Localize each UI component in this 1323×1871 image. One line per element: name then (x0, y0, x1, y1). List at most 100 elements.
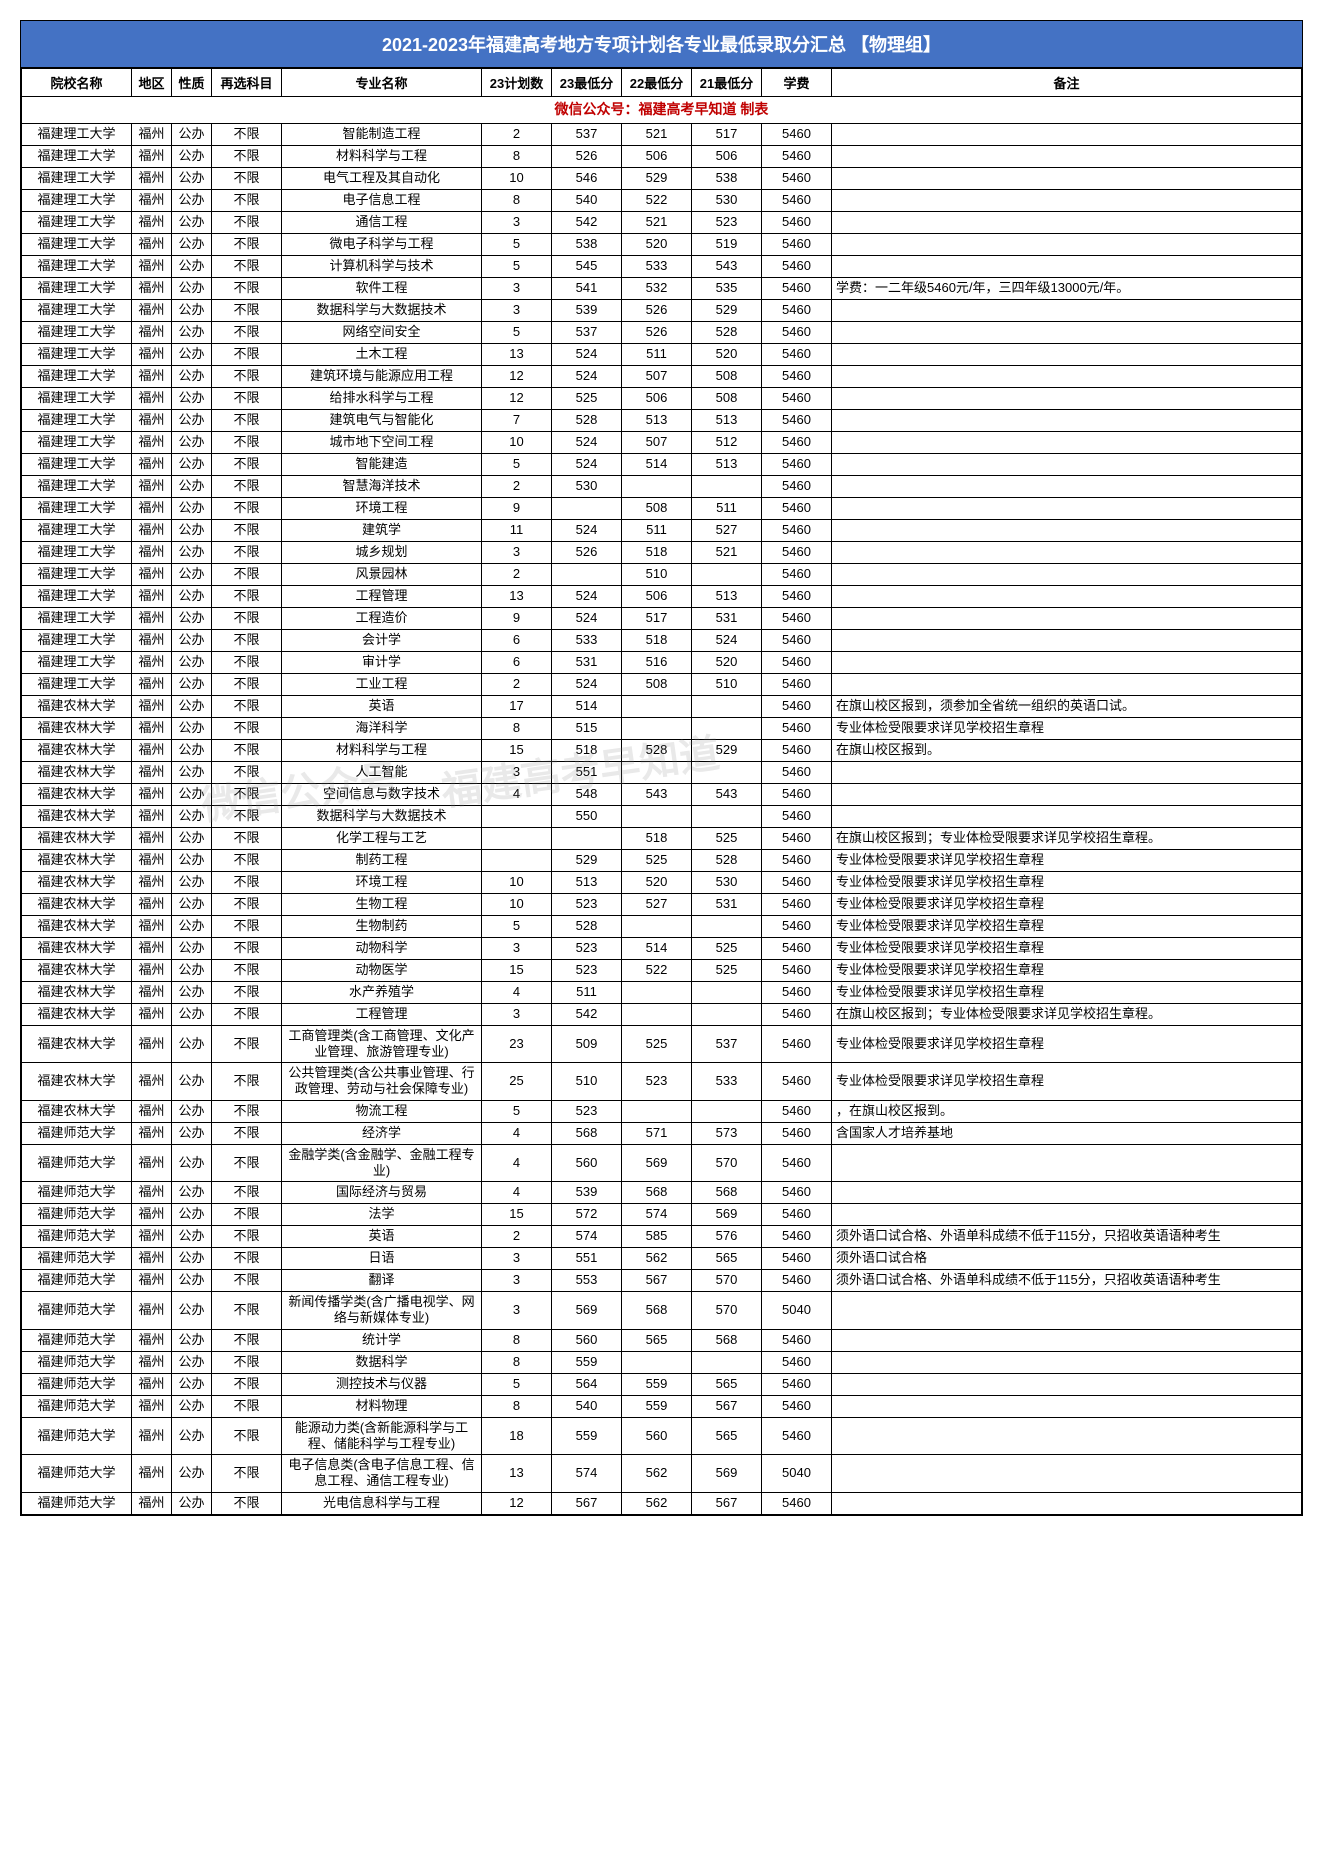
table-cell: 526 (622, 321, 692, 343)
table-cell: 9 (482, 607, 552, 629)
table-cell (832, 299, 1302, 321)
table-cell: 公办 (172, 827, 212, 849)
table-cell (552, 497, 622, 519)
table-cell: 福州 (132, 1455, 172, 1493)
table-cell: 公办 (172, 629, 212, 651)
table-cell: 不限 (212, 1351, 282, 1373)
table-cell: 520 (692, 343, 762, 365)
column-header: 专业名称 (282, 69, 482, 97)
table-cell: 福建理工大学 (22, 629, 132, 651)
table-cell: 福建理工大学 (22, 365, 132, 387)
table-cell: 5460 (762, 651, 832, 673)
table-row: 福建师范大学福州公办不限测控技术与仪器55645595655460 (22, 1373, 1302, 1395)
table-cell: 新闻传播学类(含广播电视学、网络与新媒体专业) (282, 1292, 482, 1330)
table-cell (832, 409, 1302, 431)
table-cell: 化学工程与工艺 (282, 827, 482, 849)
table-row: 福建理工大学福州公办不限计算机科学与技术55455335435460 (22, 255, 1302, 277)
table-cell: 福州 (132, 277, 172, 299)
table-cell: 535 (692, 277, 762, 299)
table-cell: 18 (482, 1417, 552, 1455)
table-cell: 568 (552, 1122, 622, 1144)
table-cell: 福州 (132, 1144, 172, 1182)
table-cell: 福州 (132, 1329, 172, 1351)
table-cell: 福州 (132, 431, 172, 453)
table-cell: 福州 (132, 1492, 172, 1514)
table-cell: 513 (692, 585, 762, 607)
table-cell (832, 475, 1302, 497)
table-cell: 不限 (212, 651, 282, 673)
table-row: 福建理工大学福州公办不限环境工程95085115460 (22, 497, 1302, 519)
table-cell: 公办 (172, 673, 212, 695)
table-cell: 通信工程 (282, 211, 482, 233)
table-cell: 不限 (212, 497, 282, 519)
table-cell: 福州 (132, 981, 172, 1003)
table-cell: 公办 (172, 1270, 212, 1292)
table-cell: 5460 (762, 1100, 832, 1122)
table-cell: 571 (622, 1122, 692, 1144)
table-cell (832, 431, 1302, 453)
table-cell: 福建理工大学 (22, 607, 132, 629)
table-cell: 不限 (212, 1025, 282, 1063)
table-cell: 公办 (172, 1292, 212, 1330)
table-cell (552, 563, 622, 585)
table-cell: 543 (692, 783, 762, 805)
table-cell: 福建农林大学 (22, 937, 132, 959)
table-cell: 585 (622, 1226, 692, 1248)
table-cell (832, 1329, 1302, 1351)
table-cell: 10 (482, 431, 552, 453)
table-cell: 514 (622, 453, 692, 475)
table-cell: 5460 (762, 629, 832, 651)
table-cell: 524 (552, 519, 622, 541)
table-cell: 565 (692, 1417, 762, 1455)
table-cell: 542 (552, 211, 622, 233)
table-cell (622, 717, 692, 739)
table-cell (832, 365, 1302, 387)
table-cell (832, 387, 1302, 409)
table-cell: 568 (692, 1329, 762, 1351)
table-cell: 523 (552, 893, 622, 915)
table-cell (692, 761, 762, 783)
table-cell: 5460 (762, 893, 832, 915)
table-cell: 529 (552, 849, 622, 871)
table-cell: 福州 (132, 607, 172, 629)
table-row: 福建农林大学福州公办不限环境工程105135205305460专业体检受限要求详… (22, 871, 1302, 893)
table-cell: 523 (692, 211, 762, 233)
table-cell: 525 (622, 1025, 692, 1063)
table-cell: 不限 (212, 607, 282, 629)
table-row: 福建师范大学福州公办不限日语35515625655460须外语口试合格 (22, 1248, 1302, 1270)
table-cell: 智能建造 (282, 453, 482, 475)
table-cell: 517 (622, 607, 692, 629)
table-cell: 5460 (762, 277, 832, 299)
table-cell: 福州 (132, 761, 172, 783)
table-cell: 公办 (172, 1204, 212, 1226)
table-cell: 数据科学与大数据技术 (282, 299, 482, 321)
table-cell: 5460 (762, 827, 832, 849)
table-cell: 公办 (172, 299, 212, 321)
table-cell: 翻译 (282, 1270, 482, 1292)
table-cell: 15 (482, 1204, 552, 1226)
table-cell: 福州 (132, 299, 172, 321)
table-cell: 不限 (212, 255, 282, 277)
table-cell: 福州 (132, 739, 172, 761)
table-cell: 福州 (132, 805, 172, 827)
table-cell: 524 (552, 673, 622, 695)
table-cell: 511 (692, 497, 762, 519)
table-cell: 509 (552, 1025, 622, 1063)
table-cell: 微电子科学与工程 (282, 233, 482, 255)
table-cell: 公办 (172, 959, 212, 981)
table-cell (832, 1204, 1302, 1226)
table-cell: 专业体检受限要求详见学校招生章程 (832, 871, 1302, 893)
table-row: 福建农林大学福州公办不限生物制药55285460专业体检受限要求详见学校招生章程 (22, 915, 1302, 937)
table-cell: 530 (692, 871, 762, 893)
table-cell: 560 (622, 1417, 692, 1455)
table-cell: 不限 (212, 299, 282, 321)
table-cell: 福州 (132, 255, 172, 277)
table-cell (482, 827, 552, 849)
table-cell: 福建理工大学 (22, 277, 132, 299)
table-cell: 风景园林 (282, 563, 482, 585)
table-cell: 福建农林大学 (22, 1100, 132, 1122)
table-cell: 538 (692, 167, 762, 189)
table-cell: 521 (692, 541, 762, 563)
table-cell: 543 (622, 783, 692, 805)
table-cell (692, 1003, 762, 1025)
